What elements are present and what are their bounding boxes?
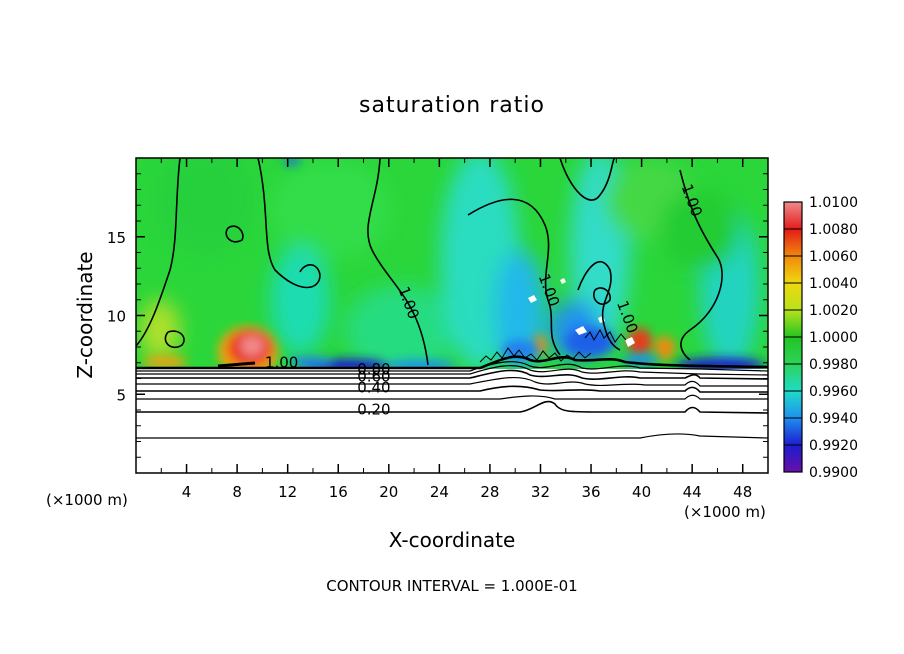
colorbar-label: 0.9980 xyxy=(809,357,858,373)
x-tick-label: 12 xyxy=(278,483,297,501)
contour-line xyxy=(136,361,768,372)
contour-line xyxy=(136,385,768,393)
upper-contours xyxy=(136,158,723,366)
x-axis: 4 8 12 16 20 24 28 32 36 40 44 48 xyxy=(160,158,752,501)
x-tick-label: 20 xyxy=(379,483,398,501)
colorbar-label: 1.0000 xyxy=(809,330,858,346)
x-tick-label: 16 xyxy=(329,483,348,501)
colorbar-segment xyxy=(784,337,802,365)
colorbar-label: 1.0080 xyxy=(809,222,858,238)
x-tick-label: 28 xyxy=(480,483,499,501)
x-tick-label: 48 xyxy=(733,483,752,501)
chart-title: saturation ratio xyxy=(359,93,545,118)
colorbar-label: 0.9920 xyxy=(809,438,858,454)
colorbar-label: 0.9940 xyxy=(809,411,858,427)
contour-line xyxy=(679,169,723,361)
x-tick-label: 32 xyxy=(531,483,550,501)
x-tick-label: 36 xyxy=(581,483,600,501)
colorbar-segment xyxy=(784,256,802,284)
contour-line xyxy=(593,287,612,305)
y-axis-title: Z-coordinate xyxy=(73,251,97,378)
x-axis-title: X-coordinate xyxy=(389,528,516,552)
colorbar-segment xyxy=(784,283,802,311)
colorbar-label: 0.9960 xyxy=(809,384,858,400)
colorbar-segment xyxy=(784,202,802,230)
contour-line xyxy=(136,400,768,414)
contour-line xyxy=(136,394,768,400)
contour-label: 0.80 xyxy=(357,360,390,378)
x-tick-label: 4 xyxy=(182,483,192,501)
contour-line xyxy=(467,198,561,356)
x-tick-label: 8 xyxy=(232,483,242,501)
colorbar-segment xyxy=(784,445,802,473)
contour-line xyxy=(257,158,321,289)
contour-line xyxy=(225,225,244,243)
field-variations xyxy=(140,158,760,369)
colorbar-segment xyxy=(784,391,802,419)
contour-line xyxy=(367,158,429,366)
contour-line xyxy=(584,328,627,343)
colorbar-segment xyxy=(784,364,802,392)
contour-label: 0.20 xyxy=(357,401,390,419)
contour-line xyxy=(136,369,768,380)
contour-line xyxy=(136,365,768,376)
contour-label: 0.40 xyxy=(357,379,390,397)
x-unit-right: (×1000 m) xyxy=(684,503,766,521)
contour-line xyxy=(217,361,256,368)
x-unit-left: (×1000 m) xyxy=(46,491,128,509)
colorbar-label: 1.0060 xyxy=(809,249,858,265)
colorbar-label: 1.0100 xyxy=(809,195,858,211)
lower-contours xyxy=(136,328,768,439)
contour-line xyxy=(479,347,592,363)
colorbar-label: 1.0040 xyxy=(809,276,858,292)
y-axis: 5 10 15 xyxy=(107,173,768,458)
heatmap-field: 1.00 0.800.600.400.201.001.001.001.00 xyxy=(136,158,768,473)
colorbar-label: 0.9900 xyxy=(809,465,858,481)
x-tick-label: 44 xyxy=(683,483,702,501)
y-tick-label: 5 xyxy=(116,386,126,404)
contour-label: 0.60 xyxy=(357,368,390,386)
contour-line xyxy=(559,158,616,201)
x-tick-label: 24 xyxy=(430,483,449,501)
y-tick-label: 10 xyxy=(107,308,126,326)
supersaturation-blobs xyxy=(143,326,675,369)
y-tick-label: 15 xyxy=(107,229,126,247)
colorbar-segment xyxy=(784,229,802,257)
colorbar-segment xyxy=(784,418,802,446)
contour-line xyxy=(136,355,768,370)
x-tick-label: 40 xyxy=(632,483,651,501)
plot-area: 1.00 0.800.600.400.201.001.001.001.00 481… xyxy=(107,157,769,501)
colorbar-segment xyxy=(784,310,802,338)
contour-line xyxy=(136,433,768,439)
contour-line xyxy=(164,330,185,349)
contour-line xyxy=(136,158,181,347)
contour-label: 1.00 xyxy=(265,353,298,371)
contour-labels: 1.00 0.800.600.400.201.001.001.001.00 xyxy=(265,182,706,419)
colorbar: 0.9900 0.9920 0.9940 0.9960 0.9980 1.0000 1.00… xyxy=(783,195,858,481)
contour-interval-note: CONTOUR INTERVAL = 1.000E-01 xyxy=(326,577,577,595)
colorbar-label: 1.0020 xyxy=(809,303,858,319)
contour-line xyxy=(136,376,768,387)
